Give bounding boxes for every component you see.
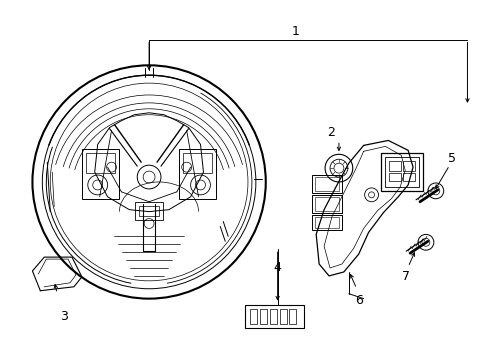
Bar	[390, 173, 401, 181]
Bar	[260, 309, 267, 324]
Bar	[403, 161, 415, 171]
Bar	[403, 173, 415, 181]
Bar	[315, 217, 339, 229]
Bar	[290, 309, 296, 324]
Text: 7: 7	[402, 270, 410, 283]
Text: 3: 3	[60, 310, 68, 323]
Bar	[139, 206, 159, 216]
Bar	[315, 177, 339, 191]
Text: 4: 4	[274, 261, 282, 274]
Bar	[179, 149, 216, 199]
Bar	[270, 309, 277, 324]
Bar	[386, 157, 419, 187]
Text: 2: 2	[327, 126, 335, 139]
Bar	[312, 215, 342, 230]
Bar	[86, 153, 116, 173]
Bar	[82, 149, 120, 199]
Bar	[312, 175, 342, 193]
Bar	[250, 309, 257, 324]
Bar	[390, 161, 401, 171]
Bar	[312, 195, 342, 213]
Bar	[280, 309, 287, 324]
Bar	[381, 153, 423, 191]
Bar	[245, 305, 304, 328]
Bar	[135, 202, 163, 220]
Bar	[183, 153, 212, 173]
Text: 6: 6	[355, 294, 363, 307]
Text: 1: 1	[292, 25, 299, 38]
Bar	[315, 197, 339, 211]
Text: 5: 5	[448, 152, 456, 165]
